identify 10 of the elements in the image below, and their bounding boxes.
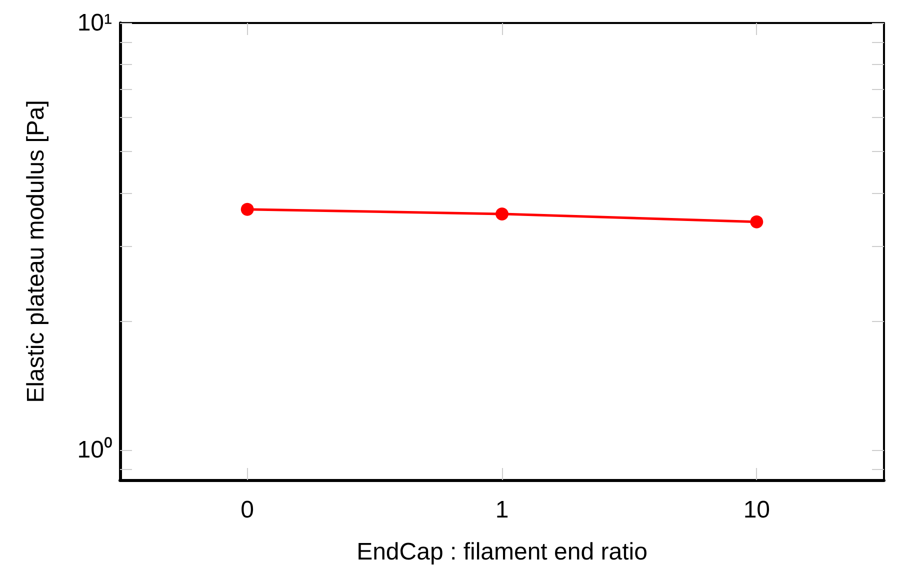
- y-axis-title: Elastic plateau modulus [Pa]: [22, 100, 50, 403]
- x-axis-title: EndCap : filament end ratio: [356, 538, 648, 566]
- x-tick-label: 0: [240, 496, 254, 524]
- point: [496, 207, 508, 220]
- y-tick-label: 10¹: [77, 10, 112, 36]
- point: [750, 215, 764, 228]
- x-tick-label: 1: [495, 496, 509, 524]
- y-tick-label: 10⁰: [77, 436, 112, 464]
- point: [240, 202, 254, 216]
- x-tick-label: 10: [743, 496, 770, 524]
